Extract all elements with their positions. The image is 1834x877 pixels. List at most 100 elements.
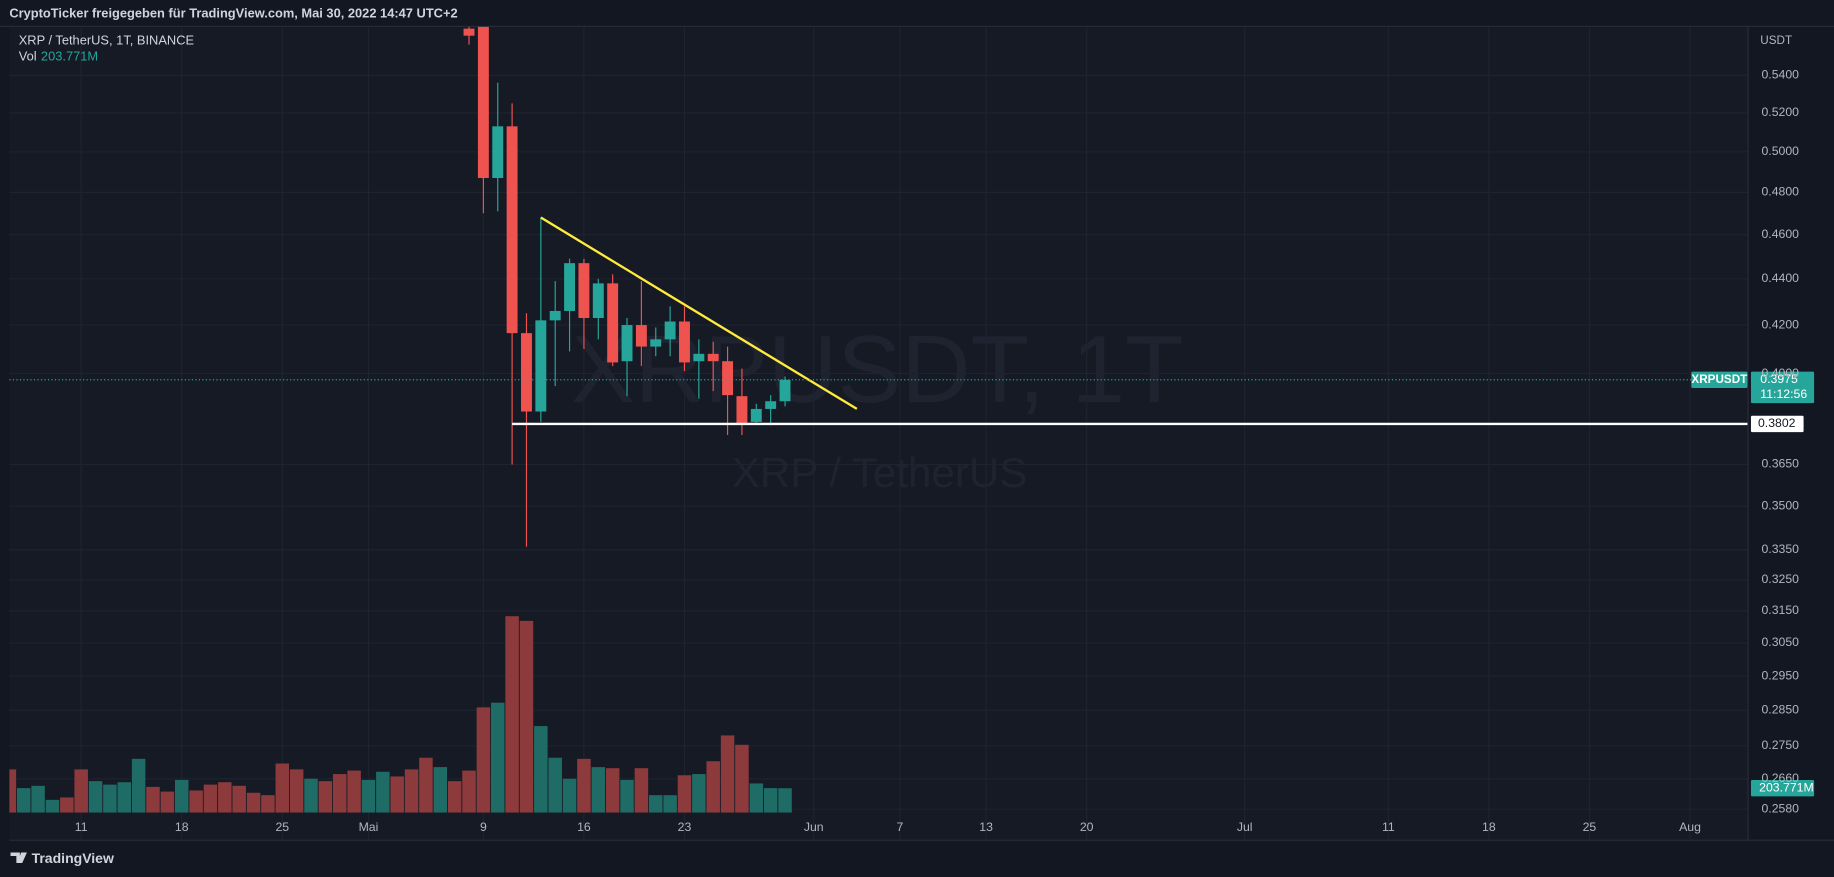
- candles: [463, 26, 791, 547]
- x-tick-label: 20: [1080, 820, 1094, 834]
- watermark-symbol: XRPUSDT, 1T: [571, 316, 1184, 423]
- volume-bar: [763, 788, 778, 813]
- share-text: CryptoTicker freigegeben für TradingView…: [9, 5, 457, 20]
- y-tick-label: 0.5400: [1761, 68, 1799, 82]
- volume-bar: [505, 616, 519, 813]
- volume-bar: [778, 788, 792, 813]
- volume-bar: [376, 771, 390, 813]
- volume-bar: [203, 784, 218, 813]
- volume-bar: [749, 783, 764, 813]
- volume-bar: [246, 792, 261, 813]
- volume-bar: [519, 620, 534, 813]
- y-tick-label: 0.2850: [1761, 703, 1799, 717]
- symbol-tag: [1691, 371, 1748, 388]
- volume-bar: [447, 781, 462, 813]
- volume-bar: [261, 795, 275, 813]
- y-tick-label: 0.4200: [1761, 317, 1799, 331]
- y-tick-label: 0.2580: [1761, 801, 1799, 815]
- volume-bar: [562, 778, 577, 813]
- volume-bar: [232, 785, 246, 813]
- y-tick-label: 0.4000: [1761, 366, 1799, 380]
- volume-bar: [74, 769, 88, 813]
- x-tick-label: 25: [1583, 820, 1597, 834]
- y-tick-label: 0.3150: [1761, 603, 1799, 617]
- volume-bar: [706, 761, 720, 813]
- x-tick-label: 18: [1482, 820, 1496, 834]
- y-tick-label: 0.5200: [1761, 105, 1799, 119]
- support-tag: [1750, 415, 1804, 433]
- volume-bar: [548, 757, 562, 813]
- candle-body: [564, 263, 576, 311]
- volume-bar: [289, 769, 304, 813]
- x-tick-label: 7: [897, 820, 904, 834]
- volume-bar: [404, 769, 419, 813]
- trendline: [540, 216, 858, 410]
- candle-body: [477, 26, 489, 179]
- y-tick-label: 0.4400: [1761, 271, 1799, 285]
- countdown-label: 11:12:56: [1760, 387, 1807, 401]
- volume-bar: [332, 774, 347, 813]
- volume-bar: [103, 784, 117, 813]
- candle-body: [707, 353, 719, 362]
- y-tick-label: 0.4600: [1761, 227, 1799, 241]
- volume-bar: [318, 781, 333, 813]
- volume-bar: [218, 782, 232, 813]
- volume-bar: [720, 735, 735, 813]
- plot-area: [9, 26, 1748, 840]
- volume-bar: [275, 763, 290, 813]
- candle-body: [722, 361, 734, 396]
- volume-bar: [591, 767, 606, 813]
- candle-body: [592, 283, 604, 318]
- candle-body: [765, 401, 777, 409]
- candle-body: [535, 320, 547, 412]
- x-tick-label: 11: [1382, 820, 1395, 834]
- x-tick-label: Mai: [359, 820, 379, 834]
- price-tag: [1750, 371, 1815, 404]
- candle-body: [621, 325, 633, 362]
- symbol-line: XRP / TetherUS, 1T, BINANCE: [19, 32, 195, 47]
- y-tick-label: 0.3650: [1761, 457, 1799, 471]
- volume-bar: [16, 788, 31, 813]
- volume-bar: [146, 786, 160, 813]
- footer-brand[interactable]: TradingView: [32, 850, 114, 866]
- volume-bar: [677, 775, 692, 813]
- logo-icon: [10, 852, 27, 863]
- candle-body: [664, 321, 676, 340]
- support-tag-label: 0.3802: [1758, 416, 1796, 430]
- candle-body: [635, 325, 647, 347]
- volume-bar: [620, 779, 634, 813]
- candle-body: [578, 263, 590, 318]
- x-tick-label: 9: [480, 820, 487, 834]
- watermark-name: XRP / TetherUS: [732, 449, 1028, 496]
- grid: [9, 26, 1748, 840]
- volume-bar: [60, 797, 74, 813]
- y-tick-label: 0.4800: [1761, 185, 1799, 199]
- volume-bar: [361, 779, 376, 813]
- x-tick-label: 11: [75, 820, 88, 834]
- volume-bar: [304, 778, 318, 813]
- volume-bar: [534, 726, 548, 813]
- volume-bar: [663, 795, 677, 813]
- candle-body: [650, 339, 662, 347]
- volume-tag: [1750, 780, 1815, 797]
- volume-bar: [117, 782, 132, 813]
- candle-body: [521, 333, 532, 412]
- x-tick-label: Aug: [1679, 820, 1701, 834]
- volume-bar: [347, 770, 361, 813]
- volume-bar: [462, 770, 476, 813]
- candle-body: [779, 379, 791, 402]
- y-tick-label: 0.3350: [1761, 542, 1799, 556]
- y-tick-label: 0.5000: [1761, 144, 1799, 158]
- y-tick-label: 0.2950: [1761, 668, 1799, 682]
- x-tick-label: Jul: [1237, 820, 1253, 834]
- y-tick-label: 0.2750: [1761, 738, 1799, 752]
- y-tick-label: 0.3500: [1761, 498, 1799, 512]
- candle-body: [736, 396, 748, 424]
- volume-bar: [419, 757, 433, 813]
- x-tick-label: 25: [275, 820, 289, 834]
- volume-bar: [735, 744, 749, 813]
- volume-bar: [433, 767, 448, 813]
- y-tick-label: 0.2660: [1761, 771, 1799, 785]
